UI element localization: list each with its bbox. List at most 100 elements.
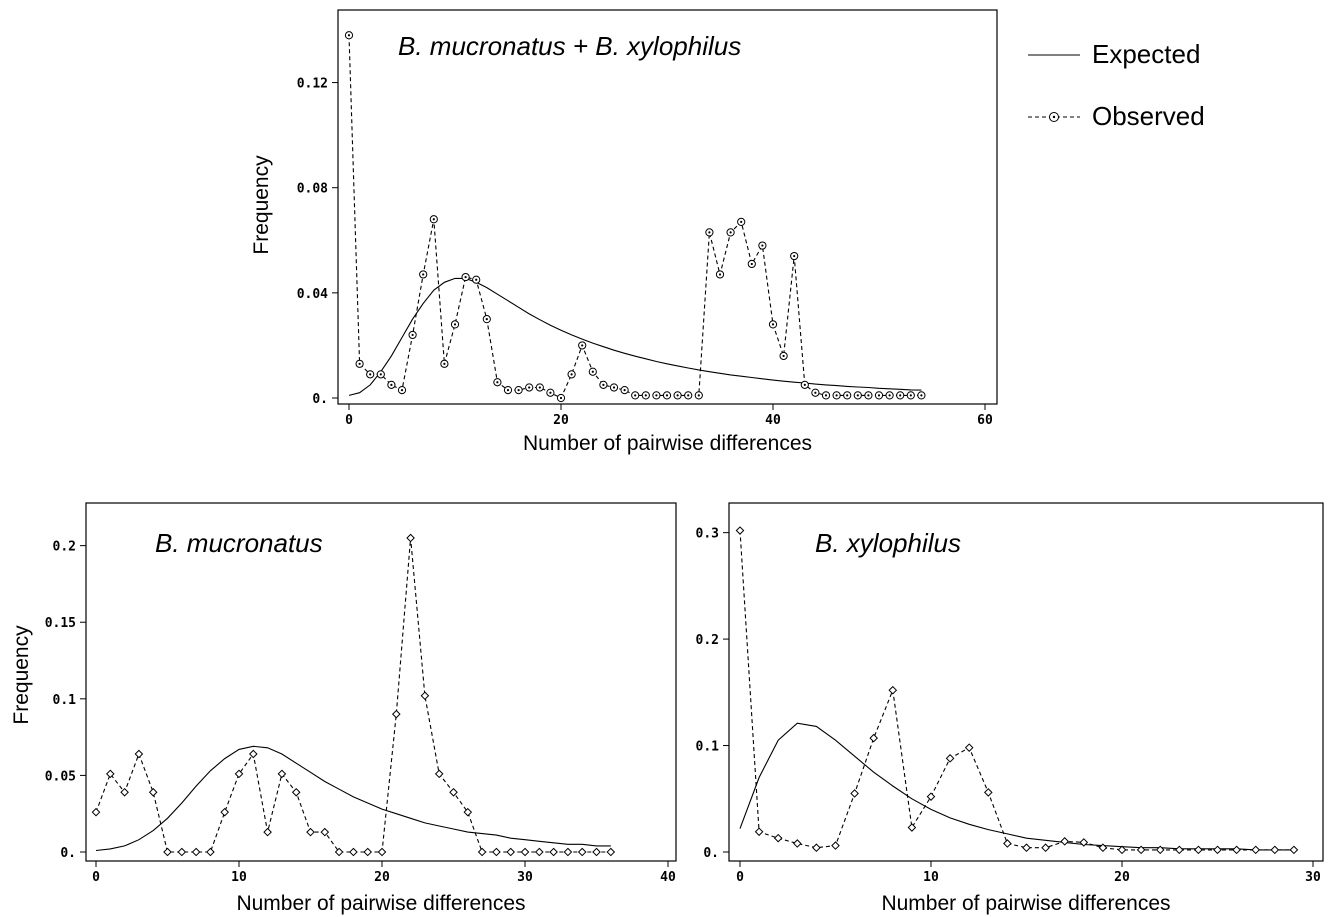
data-point-dot — [358, 362, 361, 365]
data-point — [1136, 845, 1146, 855]
data-point-dot — [623, 389, 626, 392]
panel-combined: 0 20 40 60 0. 0.04 0.08 0.12 B. mucronatus + B. … — [250, 9, 998, 455]
y-tick-label: 0.2 — [696, 633, 719, 648]
data-point — [735, 526, 745, 535]
y-axis-label: Frequency — [250, 155, 273, 255]
series-line-observed — [95, 537, 611, 853]
data-point — [549, 847, 558, 857]
x-axis-label: Number of pairwise differences — [523, 432, 812, 455]
data-point-dot — [888, 394, 891, 397]
chart-title: B. mucronatus — [155, 528, 323, 558]
data-point — [606, 847, 616, 857]
y-tick-label: 0. — [312, 392, 328, 407]
data-point — [105, 769, 115, 779]
data-point-dot — [390, 383, 393, 386]
data-point — [306, 827, 315, 837]
chart-title: B. mucronatus + B. xylophilus — [398, 31, 741, 61]
x-tick-label: 40 — [765, 413, 781, 428]
data-point-dot — [400, 389, 404, 392]
data-point — [1194, 845, 1203, 855]
data-point — [1022, 843, 1031, 853]
data-point — [1270, 845, 1280, 855]
data-point-dot — [793, 254, 796, 258]
data-point — [1155, 845, 1165, 855]
plot-frame — [728, 502, 1324, 862]
data-point-dot — [655, 394, 658, 397]
data-point — [120, 787, 129, 797]
data-point — [983, 788, 993, 797]
x-tick-label: 0 — [92, 870, 100, 885]
data-point-dot — [740, 220, 743, 223]
data-point-dot — [803, 383, 806, 386]
data-point — [206, 847, 215, 857]
data-point — [869, 733, 879, 743]
data-point — [248, 749, 258, 759]
data-point-dot — [634, 394, 637, 397]
legend-observed-marker-dot — [1052, 115, 1056, 119]
x-tick-label: 10 — [231, 870, 247, 885]
y-tick-label: 0.1 — [696, 740, 720, 755]
x-tick-label: 30 — [1305, 870, 1321, 885]
data-point — [291, 787, 301, 797]
data-point-dot — [570, 373, 573, 376]
data-point-dot — [464, 275, 467, 279]
data-point-dot — [432, 218, 435, 221]
x-tick-label: 40 — [660, 870, 676, 885]
x-tick-label: 30 — [517, 870, 533, 885]
data-point — [420, 691, 430, 701]
legend-observed-label: Observed — [1092, 101, 1205, 131]
data-point — [754, 827, 764, 837]
x-axis-label: Number of pairwise differences — [881, 892, 1170, 915]
data-point — [320, 827, 330, 837]
data-point-dot — [697, 394, 700, 397]
data-point-dot — [475, 278, 478, 281]
y-tick-label: 0.05 — [45, 769, 76, 784]
data-point — [1289, 845, 1299, 855]
data-point-dot — [612, 386, 616, 389]
legend-expected-label: Expected — [1092, 39, 1200, 69]
data-point-dot — [379, 373, 382, 376]
data-point-dot — [676, 394, 679, 397]
data-point — [1098, 843, 1108, 853]
data-point — [773, 833, 783, 843]
data-point — [592, 847, 601, 857]
data-point — [1174, 845, 1184, 855]
data-point-dot — [453, 323, 457, 326]
data-point — [363, 847, 373, 857]
data-point — [534, 847, 544, 857]
data-point — [349, 847, 358, 857]
data-point-dot — [920, 394, 923, 397]
y-tick-label: 0. — [60, 846, 76, 861]
data-point — [334, 847, 344, 857]
data-point — [577, 847, 587, 857]
series-line-expected — [348, 277, 922, 396]
data-point-dot — [782, 354, 785, 358]
data-point — [477, 847, 487, 857]
data-point-dot — [591, 370, 594, 373]
data-point — [377, 847, 387, 857]
data-point — [234, 769, 244, 779]
x-tick-label: 60 — [977, 413, 993, 428]
x-tick-label: 20 — [374, 870, 390, 885]
data-point-dot — [824, 394, 828, 397]
data-point-dot — [708, 231, 711, 234]
data-point — [1251, 845, 1261, 855]
data-point-dot — [835, 394, 838, 397]
data-point — [1117, 845, 1127, 855]
data-point — [1003, 839, 1012, 848]
data-point — [926, 792, 936, 801]
data-point-dot — [443, 362, 446, 365]
legend: Expected Observed — [1028, 39, 1205, 131]
series-line-expected — [739, 722, 1294, 851]
data-point — [1041, 843, 1050, 853]
panel-mucronatus: 0 10 20 30 40 0. 0.05 0.1 0.15 0.2 B. mucronatus Nu… — [10, 502, 677, 915]
data-point — [91, 807, 101, 817]
data-point-dot — [506, 389, 510, 392]
data-point — [1232, 845, 1241, 855]
data-point-dot — [644, 394, 647, 397]
data-point — [406, 533, 415, 543]
plot-frame — [337, 9, 998, 405]
data-point — [563, 847, 573, 857]
data-point — [277, 769, 287, 779]
data-point — [1213, 845, 1222, 855]
